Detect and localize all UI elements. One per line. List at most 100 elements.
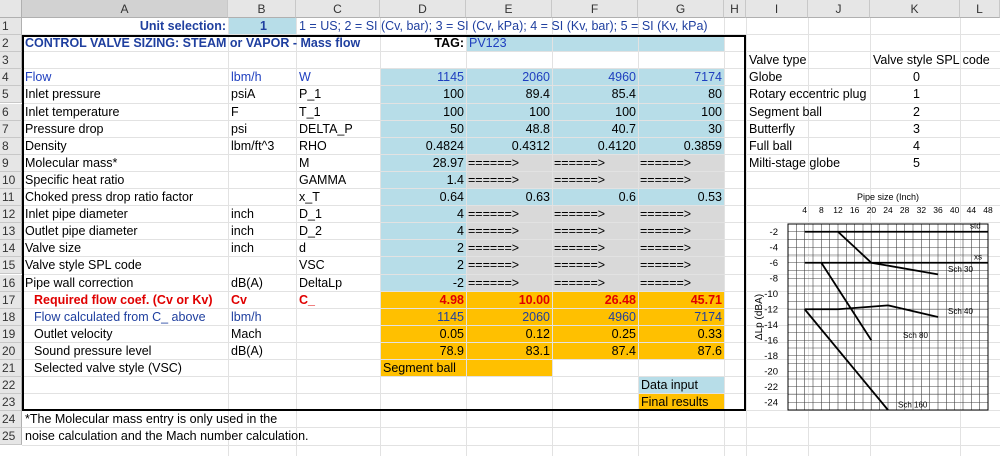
param-value[interactable]: 85.4 bbox=[611, 87, 636, 102]
param-value[interactable]: ======> bbox=[468, 172, 520, 187]
param-name[interactable]: Inlet temperature bbox=[25, 104, 120, 119]
row-header-7[interactable]: 7 bbox=[0, 120, 22, 138]
param-symbol[interactable]: d bbox=[299, 241, 306, 256]
param-value[interactable]: 89.4 bbox=[525, 87, 550, 102]
row-header-4[interactable]: 4 bbox=[0, 69, 22, 87]
param-value[interactable]: ======> bbox=[468, 207, 520, 222]
column-header-G[interactable]: G bbox=[638, 0, 724, 18]
param-value[interactable]: ======> bbox=[554, 258, 606, 273]
footnote-line-2[interactable]: noise calculation and the Mach number ca… bbox=[25, 429, 309, 444]
row-header-25[interactable]: 25 bbox=[0, 428, 22, 446]
row-header-10[interactable]: 10 bbox=[0, 171, 22, 189]
column-header-I[interactable]: I bbox=[746, 0, 808, 18]
param-name[interactable]: Density bbox=[25, 138, 67, 153]
column-header-B[interactable]: B bbox=[228, 0, 296, 18]
param-value[interactable]: 4960 bbox=[608, 70, 636, 85]
result-symbol[interactable]: C_ bbox=[299, 292, 315, 307]
result-value[interactable]: 4960 bbox=[608, 309, 636, 324]
param-symbol[interactable]: W bbox=[299, 70, 311, 85]
column-header-J[interactable]: J bbox=[808, 0, 870, 18]
result-value[interactable]: 45.71 bbox=[690, 292, 722, 307]
valve-code[interactable]: 1 bbox=[913, 87, 920, 102]
result-unit[interactable]: Cv bbox=[231, 292, 247, 307]
param-unit[interactable]: psi bbox=[231, 121, 247, 136]
row-header-21[interactable]: 21 bbox=[0, 360, 22, 377]
unit-options[interactable]: 1 = US; 2 = SI (Cv, bar); 3 = SI (Cv, kP… bbox=[299, 19, 708, 33]
result-name[interactable]: Sound pressure level bbox=[34, 343, 152, 358]
param-value[interactable]: ======> bbox=[468, 155, 520, 170]
param-value[interactable]: 4 bbox=[457, 224, 464, 239]
row-header-23[interactable]: 23 bbox=[0, 394, 22, 412]
param-value[interactable]: ======> bbox=[640, 275, 692, 290]
param-name[interactable]: Valve size bbox=[25, 241, 82, 256]
column-header-C[interactable]: C bbox=[296, 0, 380, 18]
valve-type[interactable]: Butterfly bbox=[749, 121, 795, 136]
param-value[interactable]: ======> bbox=[554, 172, 606, 187]
result-unit[interactable]: lbm/h bbox=[231, 309, 262, 324]
row-header-18[interactable]: 18 bbox=[0, 308, 22, 326]
result-value[interactable]: Segment ball bbox=[383, 361, 456, 375]
result-value[interactable]: 10.00 bbox=[518, 292, 550, 307]
param-unit[interactable]: F bbox=[231, 104, 239, 119]
param-symbol[interactable]: x_T bbox=[299, 190, 320, 204]
row-header-17[interactable]: 17 bbox=[0, 291, 22, 309]
footnote-line-1[interactable]: *The Molecular mass entry is only used i… bbox=[25, 412, 278, 427]
result-value[interactable]: 26.48 bbox=[604, 292, 636, 307]
row-header-24[interactable]: 24 bbox=[0, 411, 22, 429]
param-value[interactable]: 80 bbox=[708, 87, 722, 102]
param-name[interactable]: Pipe wall correction bbox=[25, 275, 134, 290]
column-header-D[interactable]: D bbox=[380, 0, 466, 18]
result-value[interactable]: 4.98 bbox=[439, 292, 464, 307]
row-header-19[interactable]: 19 bbox=[0, 325, 22, 343]
param-value[interactable]: ======> bbox=[554, 241, 606, 256]
column-header-K[interactable]: K bbox=[870, 0, 960, 18]
param-value[interactable]: 2060 bbox=[522, 70, 550, 85]
row-header-11[interactable]: 11 bbox=[0, 189, 22, 206]
result-value[interactable]: 78.9 bbox=[439, 343, 464, 358]
param-unit[interactable]: inch bbox=[231, 207, 254, 222]
row-header-12[interactable]: 12 bbox=[0, 206, 22, 224]
param-value[interactable]: ======> bbox=[554, 155, 606, 170]
param-name[interactable]: Outlet pipe diameter bbox=[25, 224, 138, 239]
param-symbol[interactable]: DELTA_P bbox=[299, 121, 353, 136]
param-name[interactable]: Pressure drop bbox=[25, 121, 104, 136]
column-header-H[interactable]: H bbox=[724, 0, 746, 18]
param-symbol[interactable]: RHO bbox=[299, 138, 327, 153]
valve-type[interactable]: Full ball bbox=[749, 138, 793, 153]
param-value[interactable]: 1.4 bbox=[446, 172, 464, 187]
valve-type[interactable]: Rotary eccentric plug bbox=[749, 87, 867, 102]
param-name[interactable]: Valve style SPL code bbox=[25, 258, 142, 273]
param-value[interactable]: 50 bbox=[450, 121, 464, 136]
param-value[interactable]: ======> bbox=[640, 224, 692, 239]
param-symbol[interactable]: VSC bbox=[299, 258, 325, 273]
param-unit[interactable]: psiA bbox=[231, 87, 256, 102]
result-value[interactable]: 87.6 bbox=[697, 343, 722, 358]
legend-data-input[interactable]: Data input bbox=[641, 378, 698, 393]
valve-code[interactable]: 2 bbox=[913, 104, 920, 119]
param-value[interactable]: 0.4312 bbox=[511, 138, 550, 153]
param-value[interactable]: 4 bbox=[457, 207, 464, 222]
param-value[interactable]: -2 bbox=[452, 275, 464, 290]
param-symbol[interactable]: T_1 bbox=[299, 104, 321, 119]
valve-type[interactable]: Globe bbox=[749, 70, 783, 85]
param-value[interactable]: 2 bbox=[457, 258, 464, 273]
row-header-15[interactable]: 15 bbox=[0, 257, 22, 275]
param-name[interactable]: Choked press drop ratio factor bbox=[25, 190, 194, 204]
param-value[interactable]: 100 bbox=[529, 104, 550, 119]
param-symbol[interactable]: GAMMA bbox=[299, 172, 347, 187]
select-all-corner[interactable] bbox=[0, 0, 22, 18]
result-value[interactable]: 7174 bbox=[694, 309, 722, 324]
unit-selection-value[interactable]: 1 bbox=[260, 19, 267, 33]
param-value[interactable]: ======> bbox=[640, 258, 692, 273]
result-value[interactable]: 0.33 bbox=[697, 326, 722, 341]
param-value[interactable]: ======> bbox=[640, 155, 692, 170]
result-value[interactable]: 0.25 bbox=[611, 326, 636, 341]
param-name[interactable]: Molecular mass* bbox=[25, 155, 118, 170]
param-symbol[interactable]: M bbox=[299, 155, 310, 170]
row-header-8[interactable]: 8 bbox=[0, 137, 22, 155]
row-header-6[interactable]: 6 bbox=[0, 103, 22, 121]
column-header-A[interactable]: A bbox=[22, 0, 228, 18]
row-header-1[interactable]: 1 bbox=[0, 18, 22, 35]
column-header-E[interactable]: E bbox=[466, 0, 552, 18]
param-value[interactable]: 0.64 bbox=[439, 190, 464, 204]
